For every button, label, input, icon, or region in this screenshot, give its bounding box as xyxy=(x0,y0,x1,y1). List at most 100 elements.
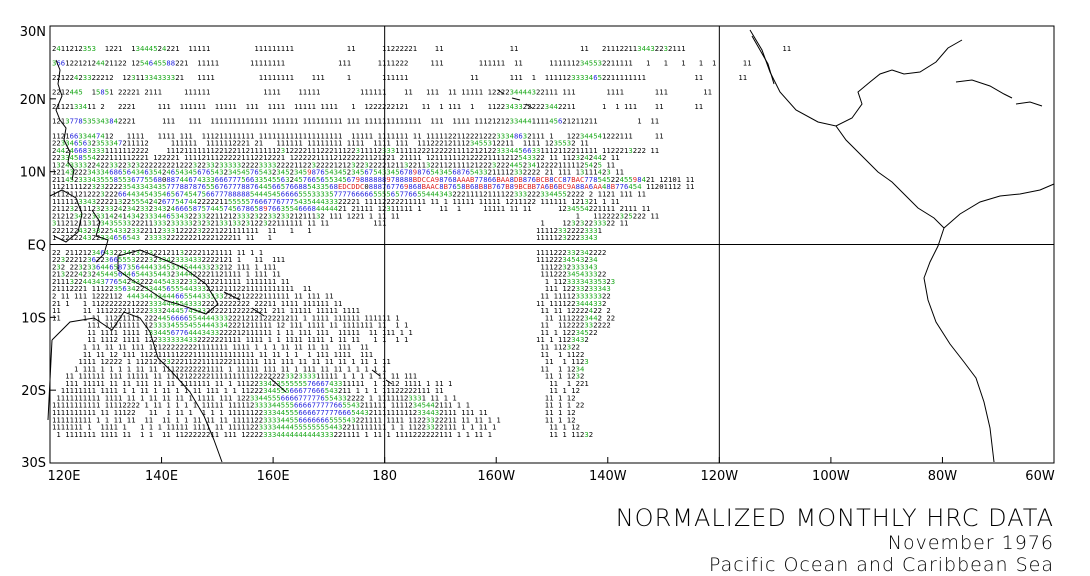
hrc-cell: 2 xyxy=(122,139,126,148)
hrc-cell: 1 xyxy=(501,168,505,177)
hrc-cell: 1 xyxy=(162,386,166,395)
hrc-cell: 1 xyxy=(285,364,289,373)
hrc-cell: 3 xyxy=(87,270,91,279)
hrc-cell: 3 xyxy=(166,226,170,235)
hrc-row: 1111111111 1111 11 1 11 11 11 1 1111 111 122334455… xyxy=(56,393,575,402)
hrc-cell: 1 xyxy=(320,153,324,162)
hrc-cell: 3 xyxy=(576,299,580,308)
hrc-cell: 7 xyxy=(474,175,478,184)
hrc-cell: 2 xyxy=(527,190,531,199)
hrc-cell: 1 xyxy=(241,386,245,395)
hrc-row: 11 1112 1111 1223333334332222221111 1111 1 1 11… xyxy=(87,335,589,344)
hrc-cell: 1 xyxy=(285,146,289,155)
hrc-cell: 2 xyxy=(122,58,126,67)
hrc-cell: 2 xyxy=(74,226,78,235)
hrc-cell: 4 xyxy=(202,313,206,322)
hrc-cell: 1 xyxy=(378,415,382,424)
hrc-cell: 3 xyxy=(470,139,474,148)
hrc-cell: 2 xyxy=(598,313,602,322)
hrc-cell: 6 xyxy=(118,270,122,279)
hrc-cell: 2 xyxy=(338,386,342,395)
hrc-cell: 1 xyxy=(70,415,74,424)
hrc-cell: 5 xyxy=(589,58,593,67)
hrc-cell: 1 xyxy=(175,160,179,169)
hrc-cell: 3 xyxy=(532,88,536,97)
hrc-cell: 2 xyxy=(254,415,258,424)
hrc-cell: 3 xyxy=(272,415,276,424)
hrc-cell: 3 xyxy=(298,372,302,381)
hrc-cell: 4 xyxy=(184,190,188,199)
hrc-cell: 1 xyxy=(488,190,492,199)
hrc-cell: 1 xyxy=(237,342,241,351)
hrc-cell: 4 xyxy=(144,197,148,206)
hrc-cell: 1 xyxy=(452,88,456,97)
hrc-cell: 2 xyxy=(105,226,109,235)
hrc-cell: 1 xyxy=(373,401,377,410)
hrc-cell: 1 xyxy=(65,299,69,308)
hrc-cell: 2 xyxy=(246,160,250,169)
hrc-cell: 1 xyxy=(347,306,351,315)
hrc-cell: 2 xyxy=(219,233,223,242)
hrc-cell: 1 xyxy=(87,415,91,424)
hrc-cell: 4 xyxy=(100,58,104,67)
hrc-cell: 1 xyxy=(237,379,241,388)
hrc-cell: 4 xyxy=(444,190,448,199)
hrc-cell: 1 xyxy=(681,58,685,67)
hrc-cell: 3 xyxy=(483,168,487,177)
hrc-cell: 1 xyxy=(338,328,342,337)
hrc-cell: 5 xyxy=(184,291,188,300)
hrc-cell: 1 xyxy=(114,197,118,206)
hrc-cell: 1 xyxy=(210,364,214,373)
hrc-cell: 1 xyxy=(408,372,412,381)
hrc-cell: 1 xyxy=(325,306,329,315)
hrc-cell: 1 xyxy=(180,430,184,439)
hrc-cell: 5 xyxy=(558,139,562,148)
hrc-cell: 2 xyxy=(70,73,74,82)
hrc-cell: 2 xyxy=(598,270,602,279)
hrc-cell: 1 xyxy=(386,408,390,417)
hrc-cell: 1 xyxy=(224,277,228,286)
hrc-cell: 2 xyxy=(448,160,452,169)
hrc-cell: 2 xyxy=(100,291,104,300)
hrc-cell: 3 xyxy=(382,168,386,177)
hrc-cell: 1 xyxy=(136,139,140,148)
hrc-cell: 3 xyxy=(589,270,593,279)
hrc-row: 2 11 111 1222112 444344334446655443333322221… xyxy=(52,291,611,300)
hrc-cell: 1 xyxy=(466,160,470,169)
hrc-cell: 3 xyxy=(593,291,597,300)
hrc-cell: 1 xyxy=(474,190,478,199)
hrc-cell: 1 xyxy=(329,102,333,111)
hrc-cell: 2 xyxy=(52,262,56,271)
hrc-cell: 1 xyxy=(285,342,289,351)
hrc-cell: 2 xyxy=(65,146,69,155)
hrc-cell: 3 xyxy=(202,291,206,300)
hrc-cell: 2 xyxy=(276,146,280,155)
hrc-cell: 4 xyxy=(241,168,245,177)
hrc-cell: 7 xyxy=(334,190,338,199)
hrc-cell: 3 xyxy=(562,233,566,242)
hrc-cell: 2 xyxy=(606,190,610,199)
hrc-cell: 6 xyxy=(272,182,276,191)
hrc-cell: 1 xyxy=(228,379,232,388)
hrc-cell: 4 xyxy=(180,168,184,177)
hrc-cell: 5 xyxy=(237,197,241,206)
hrc-cell: 1 xyxy=(232,102,236,111)
hrc-cell: 1 xyxy=(554,328,558,337)
hrc-cell: 1 xyxy=(246,226,250,235)
hrc-row: 2221224323322543323322112333122223222122… xyxy=(52,226,602,235)
hrc-cell: 1 xyxy=(567,415,571,424)
hrc-cell: 1 xyxy=(545,321,549,330)
hrc-cell: 1 xyxy=(571,423,575,432)
hrc-cell: 1 xyxy=(747,58,751,67)
hrc-cell: 1 xyxy=(378,131,382,140)
hrc-cell: 3 xyxy=(158,321,162,330)
hrc-cell: 6 xyxy=(316,379,320,388)
hrc-cell: 1 xyxy=(246,117,250,126)
hrc-cell: 3 xyxy=(78,160,82,169)
hrc-cell: C xyxy=(435,182,439,191)
hrc-cell: 2 xyxy=(276,211,280,220)
hrc-cell: 2 xyxy=(562,277,566,286)
hrc-cell: 3 xyxy=(162,219,166,228)
hrc-cell: 1 xyxy=(395,211,399,220)
hrc-cell: 1 xyxy=(558,335,562,344)
